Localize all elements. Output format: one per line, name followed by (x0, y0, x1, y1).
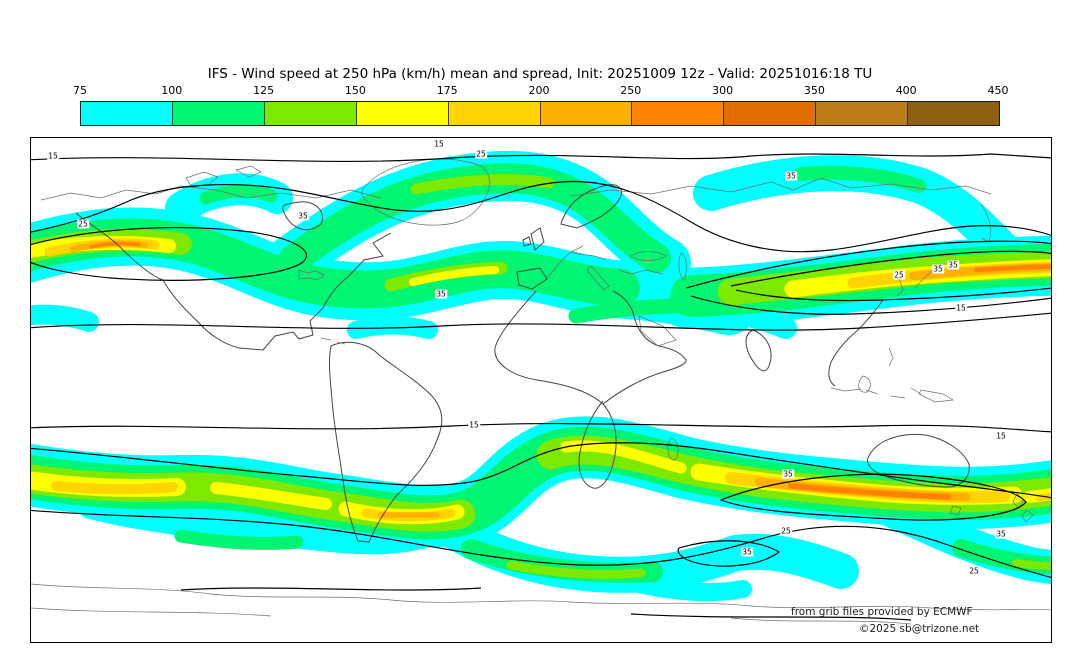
colorbar-tick: 175 (436, 84, 458, 97)
colorbar-tick: 400 (895, 84, 917, 97)
colorbar-scale (80, 101, 1000, 126)
spread-contour-label: 25 (475, 149, 487, 159)
colorbar-segment (540, 102, 633, 125)
spread-contour-label: 35 (932, 264, 944, 274)
colorbar-segment (81, 102, 173, 125)
wind-speed-fill (31, 150, 1051, 602)
spread-contour-label: 25 (968, 566, 980, 576)
spread-contour-label: 25 (780, 526, 792, 536)
colorbar-segment (356, 102, 449, 125)
spread-contour-label: 35 (435, 289, 447, 299)
colorbar-segment (448, 102, 541, 125)
spread-contour-label: 35 (297, 211, 309, 221)
spread-contour-label: 15 (995, 431, 1007, 441)
spread-contour-label: 35 (782, 469, 794, 479)
colorbar-tick-labels: 75 100 125 150 175 200 250 300 350 400 450 (73, 84, 1009, 98)
spread-contour-label: 25 (77, 219, 89, 229)
coastlines (31, 158, 1051, 625)
spread-contour-label: 35 (947, 260, 959, 270)
spread-contour-label: 25 (893, 270, 905, 280)
colorbar-tick: 100 (161, 84, 183, 97)
spread-contours (31, 153, 1051, 621)
colorbar: 75 100 125 150 175 200 250 300 350 400 450 (73, 84, 1009, 130)
colorbar-segment (264, 102, 357, 125)
colorbar-segment (172, 102, 265, 125)
world-wind-map: 15 25 35 15 25 35 25 35 35 15 35 15 15 35 25 35 35 25 fro… (30, 137, 1052, 643)
spread-contour-label: 15 (47, 151, 59, 161)
spread-contour-label: 15 (433, 139, 445, 149)
spread-contour-label: 15 (468, 420, 480, 430)
spread-contour-label: 35 (995, 529, 1007, 539)
colorbar-tick: 300 (712, 84, 734, 97)
colorbar-tick: 350 (803, 84, 825, 97)
colorbar-tick: 125 (253, 84, 275, 97)
colorbar-tick: 450 (987, 84, 1009, 97)
colorbar-segment (724, 102, 817, 125)
colorbar-tick: 150 (344, 84, 366, 97)
attribution-source: from grib files provided by ECMWF (791, 606, 973, 618)
colorbar-tick: 200 (528, 84, 550, 97)
colorbar-tick: 75 (73, 84, 87, 97)
colorbar-segment (908, 102, 1000, 125)
chart-title: IFS - Wind speed at 250 hPa (km/h) mean … (207, 66, 873, 82)
colorbar-tick: 250 (620, 84, 642, 97)
spread-contour-label: 15 (955, 303, 967, 313)
colorbar-segment (632, 102, 725, 125)
map-canvas (31, 150, 1051, 625)
spread-contour-label: 35 (741, 547, 753, 557)
colorbar-segment (816, 102, 909, 125)
attribution-copyright: ©2025 sb@trizone.net (859, 623, 980, 635)
spread-contour-label: 35 (785, 171, 797, 181)
